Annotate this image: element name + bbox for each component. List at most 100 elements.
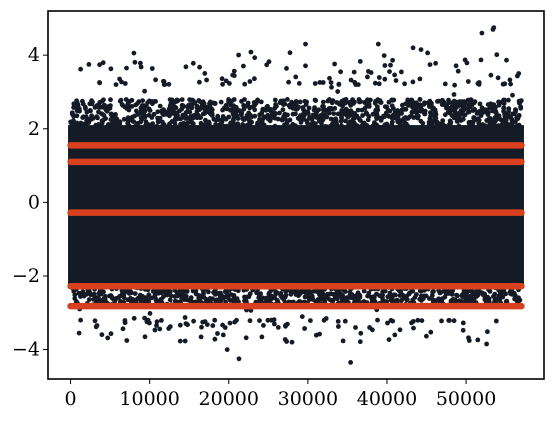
scatter-point [269,128,275,134]
scatter-point [187,109,193,115]
scatter-point [459,292,465,298]
scatter-point [142,88,148,94]
scatter-point [212,317,218,323]
scatter-point [166,81,172,87]
scatter-point [514,123,520,128]
scatter-point [257,278,263,284]
scatter-point [308,318,313,323]
scatter-point [248,49,254,55]
scatter-point [406,291,412,297]
scatter-point [352,80,358,85]
scatter-point [500,278,505,284]
scatter-point [486,296,492,302]
scatter-point [245,100,251,106]
scatter-point [355,107,361,113]
scatter-point [428,110,433,115]
scatter-point [441,288,447,294]
x-tick-label: 10000 [119,388,179,410]
scatter-point [151,129,156,135]
scatter-point [206,275,211,281]
scatter-point [468,293,473,299]
scatter-point [201,129,206,135]
scatter-point [269,317,274,323]
scatter-point [365,293,370,299]
scatter-point [309,293,315,298]
scatter-point [338,129,344,134]
scatter-point [135,270,141,275]
scatter-point [437,274,443,279]
scatter-point [187,97,193,102]
scatter-point [313,278,318,284]
scatter-point [202,71,208,76]
scatter-point [422,269,428,275]
scatter-point [506,106,512,112]
scatter-point [391,97,397,103]
scatter-point [220,116,226,122]
scatter-point [504,121,509,126]
scatter-point [134,278,140,283]
scatter-point [405,123,411,129]
scatter-point [180,112,186,118]
scatter-point [98,129,103,135]
scatter-point [114,124,120,129]
scatter-point [254,290,259,296]
scatter-point [417,97,423,102]
scatter-point [498,290,503,295]
scatter-point [451,99,457,105]
scatter-point [350,116,356,122]
scatter-point [471,115,476,121]
scatter-point [172,116,178,122]
scatter-point [397,327,403,333]
scatter-point [120,290,125,296]
scatter-point [294,270,300,276]
scatter-point [388,62,393,68]
scatter-point [329,126,335,132]
scatter-point [198,125,204,131]
scatter-point [231,296,237,301]
scatter-point [122,320,128,326]
scatter-point [362,105,368,111]
scatter-point [285,97,290,102]
scatter-point [299,275,305,281]
scatter-point [68,123,74,129]
scatter-point [273,277,279,282]
scatter-point [203,104,209,110]
scatter-point [376,81,382,87]
scatter-point [252,55,258,61]
x-tick-label: 30000 [278,388,338,410]
scatter-point [181,120,186,126]
scatter-point [196,98,202,103]
scatter-point [453,111,458,117]
scatter-point [283,292,289,298]
scatter-point [489,272,495,278]
scatter-point [506,113,512,119]
scatter-point [235,272,241,278]
scatter-point [411,274,417,279]
scatter-point [259,118,265,123]
scatter-point [327,106,332,111]
scatter-point [99,276,105,282]
scatter-point [177,322,183,328]
scatter-point [373,271,378,277]
scatter-point [305,120,310,126]
scatter-point [149,66,155,71]
scatter-point [335,319,341,324]
scatter-point [182,338,188,344]
scatter-point [243,123,249,129]
scatter-point-outlier [490,27,496,32]
scatter-point [82,104,88,110]
scatter-point [252,76,257,82]
scatter-point [486,110,491,115]
scatter-point [231,68,237,74]
scatter-point [265,317,271,323]
scatter-point [180,275,186,280]
scatter-point [191,318,197,324]
scatter-point [386,337,392,342]
scatter-point [427,98,433,104]
scatter-point [417,288,423,294]
scatter-point [472,99,478,105]
scatter-point [481,125,487,130]
scatter-point [323,126,329,132]
scatter-point [217,122,223,127]
scatter-point [339,123,344,129]
